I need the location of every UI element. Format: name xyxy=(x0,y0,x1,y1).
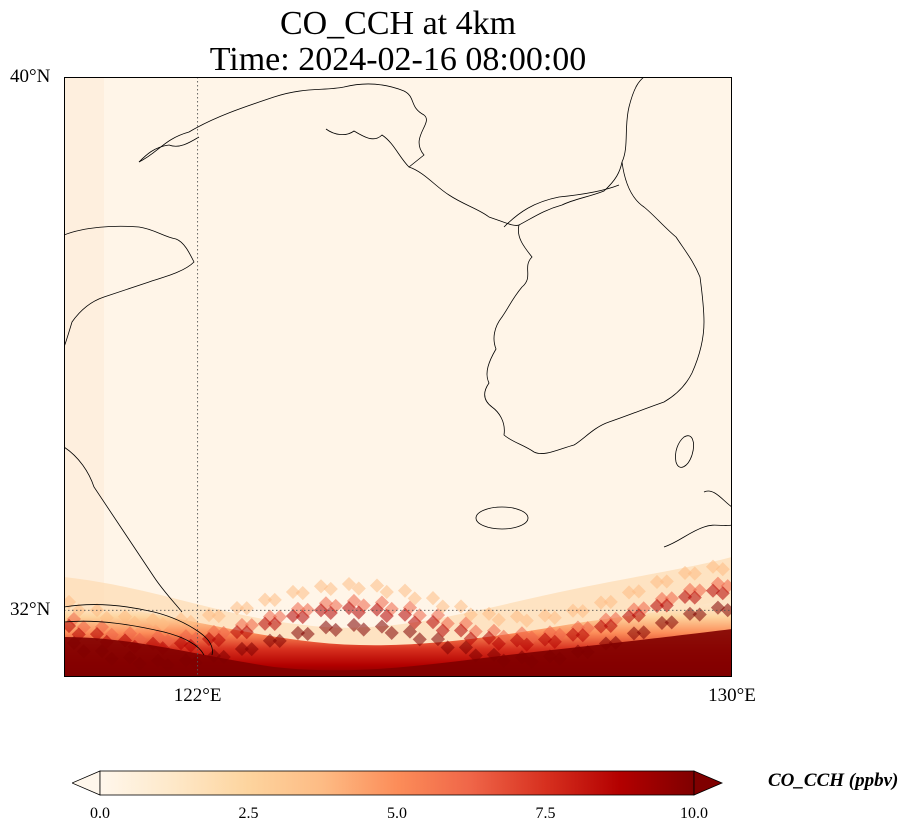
concentration-pixel xyxy=(173,636,189,651)
concentration-pixel xyxy=(117,609,133,624)
lat-label-40n: 40°N xyxy=(10,66,51,87)
jeju-island xyxy=(475,506,529,530)
concentration-pixel xyxy=(257,616,273,631)
colorbar-tick-label: 5.0 xyxy=(387,805,407,822)
kyushu-coast xyxy=(703,490,732,508)
concentration-pixel xyxy=(593,619,609,634)
concentration-pixel xyxy=(229,600,245,616)
colorbar-tick-label: 7.5 xyxy=(535,805,556,822)
concentration-pixel xyxy=(384,625,399,640)
lon-label-130e: 130°E xyxy=(708,685,756,706)
concentration-pixel xyxy=(89,627,105,642)
concentration-pixel xyxy=(537,632,553,647)
concentration-pixel xyxy=(481,630,497,645)
colorbar-max-extend xyxy=(693,770,724,796)
map-subtitle-time: Time: 2024-02-16 08:00:00 xyxy=(209,41,587,78)
colorbar-bar xyxy=(70,770,724,796)
colorbar-tick-label: 0.0 xyxy=(90,805,110,822)
concentration-field-max-band xyxy=(64,629,732,677)
concentration-pixel xyxy=(369,578,385,593)
concentration-field-background xyxy=(64,77,732,677)
concentration-pixel xyxy=(397,607,413,622)
lat-label-32n: 32°N xyxy=(10,599,51,621)
lon-label-122e: 122°E xyxy=(173,685,222,706)
concentration-pixel xyxy=(356,622,371,637)
concentration-pixel xyxy=(692,607,707,622)
concentration-pixel xyxy=(313,579,329,594)
map-area xyxy=(64,77,732,677)
colorbar-gradient xyxy=(99,770,695,796)
concentration-pixel xyxy=(705,559,721,574)
concentration-pixel xyxy=(244,642,259,657)
kyushu-west-coast xyxy=(663,524,732,548)
jiangsu-coast xyxy=(64,446,183,613)
concentration-pixel xyxy=(173,612,189,627)
colorbar-tick-label: 10.0 xyxy=(680,805,708,822)
concentration-pixel xyxy=(636,625,651,640)
concentration-pixel xyxy=(369,602,385,617)
bohai-west-coast xyxy=(138,136,200,163)
yangtze-south-bank xyxy=(64,620,205,656)
colorbar-min-extend xyxy=(70,770,101,796)
concentration-pixel xyxy=(272,633,287,648)
concentration-pixel xyxy=(664,615,679,630)
concentration-pixel xyxy=(397,583,413,598)
map-title: CO_CCH at 4km xyxy=(279,5,517,42)
concentration-pixel xyxy=(621,609,637,624)
coastlines xyxy=(64,77,732,656)
concentration-pixel xyxy=(425,615,441,630)
colorbar xyxy=(70,768,732,803)
colorbar-tick-label: 2.5 xyxy=(238,805,259,822)
concentration-pixel xyxy=(593,595,609,610)
concentration-pixel xyxy=(257,592,273,607)
concentration-pixel xyxy=(453,623,469,638)
concentration-pixel xyxy=(285,584,301,600)
concentration-pixel xyxy=(145,612,161,627)
yangtze-north-bank xyxy=(64,604,213,656)
concentration-pixel xyxy=(341,576,357,592)
concentration-pixel xyxy=(537,608,553,623)
korea-peninsula-coast xyxy=(484,161,705,454)
concentration-pixel xyxy=(649,574,665,590)
concentration-pixel xyxy=(425,591,441,606)
concentration-pixel xyxy=(649,598,665,614)
concentration-pixel xyxy=(677,565,693,580)
concentration-field-west-wash xyxy=(64,77,104,677)
concentration-pixel xyxy=(201,631,217,647)
map-border xyxy=(64,77,732,677)
concentration-pixel xyxy=(677,589,693,604)
colorbar-label: CO_CCH (ppbv) xyxy=(768,770,899,791)
concentration-pixel xyxy=(201,607,217,623)
concentration-pixel xyxy=(300,626,315,642)
concentration-pixel xyxy=(341,600,357,616)
graticule xyxy=(64,77,732,677)
concentration-pixel xyxy=(285,608,301,624)
concentration-pixel xyxy=(412,632,427,647)
liaodong-coast xyxy=(138,83,427,168)
dmz-border xyxy=(503,184,620,228)
concentration-pixel xyxy=(64,618,77,634)
korea-north-coast xyxy=(408,77,645,226)
concentration-pixel xyxy=(328,622,343,637)
map-canvas xyxy=(64,77,732,677)
shandong-coast xyxy=(64,225,195,348)
concentration-pixel xyxy=(229,624,245,640)
concentration-pixel xyxy=(705,583,721,598)
concentration-pixel xyxy=(440,640,455,655)
tsushima-island xyxy=(675,435,694,468)
concentration-pixel xyxy=(323,581,338,597)
concentration-pixel xyxy=(565,627,581,642)
